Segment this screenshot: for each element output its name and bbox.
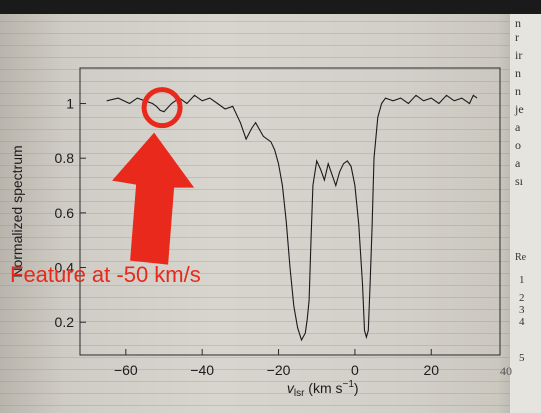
x-axis-label-units: (km s: [304, 380, 342, 396]
right-column-fragment: n: [515, 16, 521, 30]
plot-frame: [79, 67, 501, 356]
x-axis-label-subscript: lsr: [294, 388, 305, 399]
x-tick-label: −60: [114, 362, 138, 378]
right-column-fragment: Re: [515, 252, 527, 263]
red-arrow-icon: [112, 132, 195, 265]
x-axis-label-symbol: v: [287, 380, 295, 396]
y-axis-label: Normalized spectrum: [9, 145, 25, 277]
spectrum-line: [106, 94, 478, 342]
right-column-fragment: ir: [515, 48, 523, 62]
y-tick-label: 0.4: [55, 260, 75, 276]
right-column-fragment: 5: [519, 352, 525, 364]
right-column-fragment: a: [515, 120, 521, 134]
right-column-fragment: n: [515, 66, 521, 80]
x-tick-label: −40: [190, 362, 214, 378]
x-axis-label-close: ): [354, 380, 359, 396]
right-column-fragment: o: [515, 138, 521, 152]
right-column-fragment: 1: [519, 274, 525, 286]
paper-background: [0, 14, 541, 413]
right-column-fragment: n: [515, 84, 521, 98]
annotation-label: Feature at -50 km/s: [10, 262, 201, 287]
y-tick-label: 1: [66, 96, 74, 112]
right-column-fragment: je: [515, 102, 524, 116]
right-column-text: [510, 14, 541, 413]
y-tick-label: 0.6: [55, 205, 75, 221]
x-tick-label: 20: [423, 362, 439, 378]
right-column-fragment: a: [515, 156, 521, 170]
x-axis-label: vlsr (km s−1): [287, 379, 359, 399]
right-column-fragment: 4: [519, 316, 525, 328]
y-tick-label: 0.8: [55, 150, 75, 166]
x-axis-label-exponent: −1: [343, 379, 355, 390]
y-axis-ticks: 0.2 0.4 0.6 0.8 1: [55, 96, 86, 330]
right-column-fragment: 3: [519, 304, 525, 316]
y-tick-label: 0.2: [55, 314, 75, 330]
right-column-fragment: r: [515, 30, 519, 44]
right-column-fragment: sı: [515, 174, 524, 188]
x-tick-label: −20: [267, 362, 291, 378]
right-column-fragment: 40: [500, 364, 512, 378]
x-axis-ticks: −60 −40 −20 0 20: [114, 349, 439, 378]
bleed-through-text: [0, 14, 515, 413]
right-column-fragment: 2: [519, 292, 525, 304]
highlight-circle: [141, 87, 183, 129]
x-tick-label: 0: [351, 362, 359, 378]
